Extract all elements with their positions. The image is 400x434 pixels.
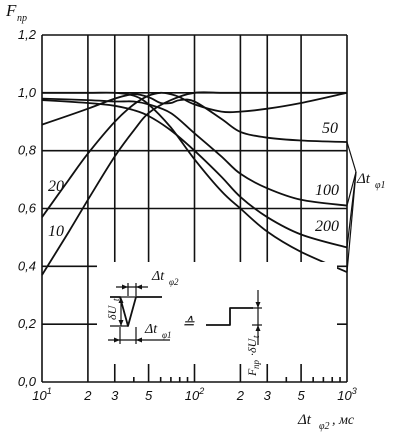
y-tick-label: 1,0	[18, 85, 37, 100]
dt-phi1-label-sub: φ1	[162, 330, 171, 340]
y-tick-label: 1,2	[18, 27, 37, 42]
series-label-50: 50	[322, 120, 338, 137]
series-line-20	[41, 91, 348, 218]
series-line-50	[41, 93, 348, 143]
y-tick-label: 0,6	[18, 201, 37, 216]
step-label-tail: ·δU	[245, 337, 259, 356]
series-labels: 102050100200400	[48, 120, 339, 287]
dt-phi1-label: Δt	[144, 322, 158, 337]
inset-diagram: δU t Δt φ2 Δt φ1 ≙ F пр ·δU t	[97, 262, 337, 377]
x-tick-label: 2	[83, 388, 92, 403]
series-label-10: 10	[48, 223, 64, 240]
x-tick-label: 2	[236, 388, 245, 403]
y-axis-label-sub: пр	[17, 13, 27, 24]
legend-leader-400	[346, 171, 357, 273]
x-tick-exponent: 3	[352, 386, 357, 396]
dt-phi2-label: Δt	[151, 269, 165, 284]
y-tick-label: 0,0	[18, 374, 37, 389]
series-line-200	[41, 99, 348, 249]
delta-u-label: δU	[105, 304, 119, 320]
x-tick-label: 102	[185, 386, 204, 403]
series-curves	[41, 91, 348, 276]
x-tick-label: 5	[297, 388, 305, 403]
series-label-100: 100	[315, 182, 339, 199]
delta-u-arrowhead-bottom	[118, 320, 124, 326]
step-label-tail-sub: t	[251, 335, 261, 338]
legend-title-sub: φ1	[375, 180, 386, 191]
y-tick-labels: 0,0 0,2 0,4 0,6 0,8 1,0 1,2	[18, 27, 37, 389]
series-line-100	[41, 97, 348, 207]
step-label-sub: пр	[251, 360, 261, 370]
x-tick-label: 3	[264, 388, 272, 403]
series-label-200: 200	[315, 218, 339, 235]
step-waveform	[206, 307, 253, 326]
legend-leaders	[346, 141, 357, 273]
x-tick-label: 5	[145, 388, 153, 403]
delta-u-arrowhead-top	[118, 297, 124, 303]
x-tick-exponent: 1	[47, 386, 52, 396]
y-tick-label: 0,8	[18, 143, 37, 158]
series-line-400	[42, 91, 348, 273]
x-tick-exponent: 2	[198, 386, 204, 396]
series-label-20: 20	[48, 178, 64, 195]
x-tick-label: 3	[111, 388, 119, 403]
y-tick-label: 0,2	[18, 316, 37, 331]
dt-phi2-label-sub: φ2	[169, 277, 179, 287]
equivalence-symbol: ≙	[182, 315, 195, 332]
x-tick-label: 103	[337, 386, 356, 403]
delta-u-label-sub: t	[111, 298, 121, 301]
series-line-10	[41, 91, 347, 276]
x-axis-label: Δt	[297, 412, 312, 428]
step-label: F	[245, 368, 259, 377]
legend-leader-100	[346, 171, 357, 206]
x-tick-label: 101	[32, 386, 51, 403]
legend-title: Δt	[356, 171, 371, 187]
x-tick-labels: 101 2 3 5 102 2 3 5 103	[32, 386, 356, 403]
x-axis-label-sub: φ2	[319, 421, 330, 432]
x-axis-unit: , мс	[332, 413, 355, 428]
y-axis-label: F	[5, 1, 17, 20]
legend-leader-50	[346, 141, 357, 173]
y-tick-label: 0,4	[18, 258, 36, 273]
